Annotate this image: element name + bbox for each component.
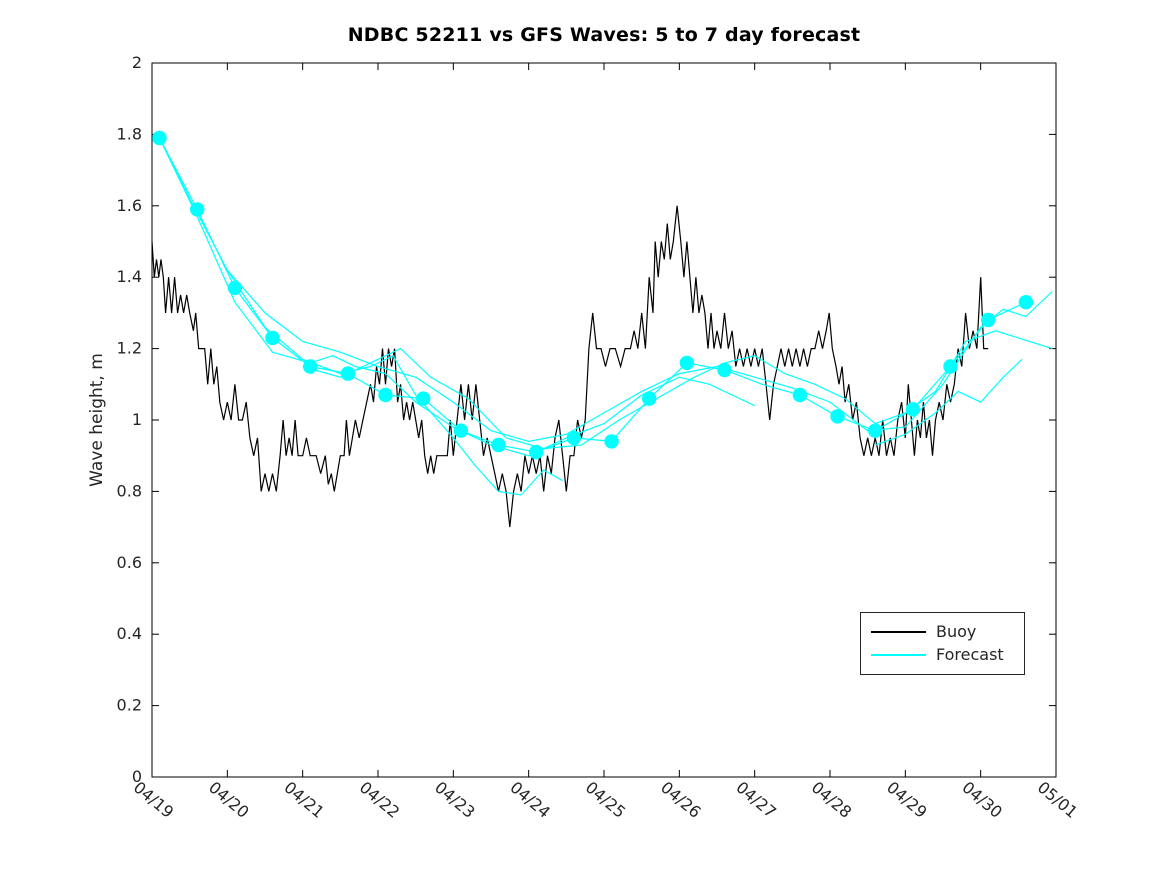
- forecast-marker: [378, 387, 393, 403]
- y-tick-label: 0.4: [117, 624, 142, 643]
- x-tick-label: 04/24: [506, 778, 554, 822]
- x-tick-label: 04/27: [732, 778, 780, 822]
- forecast-marker: [453, 423, 469, 438]
- forecast-marker: [416, 391, 431, 406]
- x-tick-label: 04/20: [205, 778, 253, 822]
- forecast-run-line: [874, 358, 1023, 446]
- legend-label-buoy: Buoy: [936, 622, 977, 641]
- forecast-line-swatch: [871, 654, 926, 656]
- x-tick-label: 04/29: [883, 778, 931, 822]
- legend-entry-buoy: Buoy: [871, 624, 1014, 640]
- x-tick-label: 04/21: [280, 778, 328, 822]
- y-tick-label: 0: [132, 767, 142, 786]
- y-tick-label: 0.6: [117, 553, 142, 572]
- y-tick-label: 1: [132, 410, 142, 429]
- y-tick-label: 0.8: [117, 481, 142, 500]
- forecast-marker: [227, 280, 243, 296]
- forecast-marker: [491, 437, 506, 453]
- forecast-marker: [529, 444, 544, 460]
- y-tick-label: 1.4: [117, 267, 142, 286]
- x-tick-label: 04/25: [582, 778, 630, 822]
- x-tick-label: 04/22: [356, 778, 404, 822]
- forecast-run-line: [302, 330, 1053, 450]
- legend-label-forecast: Forecast: [936, 645, 1004, 664]
- y-tick-label: 2: [132, 53, 142, 72]
- forecast-run-line: [226, 269, 1053, 443]
- chart-title: NDBC 52211 vs GFS Waves: 5 to 7 day fore…: [347, 24, 861, 46]
- forecast-marker: [868, 423, 883, 438]
- forecast-run-line: [158, 137, 755, 457]
- forecast-marker: [943, 359, 958, 374]
- forecast-marker: [190, 202, 205, 217]
- forecast-main-line: [158, 137, 1027, 453]
- forecast-marker: [830, 409, 845, 424]
- forecast-marker: [566, 430, 582, 446]
- forecast-marker: [717, 362, 732, 378]
- x-tick-label: 04/26: [657, 778, 705, 822]
- y-tick-label: 0.2: [117, 696, 142, 715]
- forecast-marker: [340, 366, 356, 381]
- y-tick-label: 1.6: [117, 196, 142, 215]
- forecast-marker: [604, 434, 619, 449]
- x-tick-label: 04/30: [958, 778, 1006, 822]
- forecast-marker: [905, 402, 921, 417]
- legend: Buoy Forecast: [860, 612, 1025, 675]
- forecast-marker: [303, 359, 318, 374]
- forecast-marker: [981, 312, 996, 328]
- forecast-marker: [152, 130, 167, 146]
- forecast-marker: [642, 391, 657, 406]
- forecast-marker: [679, 355, 695, 371]
- forecast-marker: [1018, 295, 1034, 310]
- x-tick-label: 04/28: [808, 778, 856, 822]
- forecast-marker: [792, 387, 808, 403]
- forecast-marker: [265, 330, 280, 346]
- buoy-line-swatch: [871, 631, 926, 633]
- buoy-series-line: [151, 205, 989, 528]
- x-tick-label: 05/01: [1034, 778, 1082, 822]
- y-tick-label: 1.2: [117, 339, 142, 358]
- y-tick-label: 1.8: [117, 124, 142, 143]
- x-tick-label: 04/23: [431, 778, 479, 822]
- legend-entry-forecast: Forecast: [871, 647, 1014, 663]
